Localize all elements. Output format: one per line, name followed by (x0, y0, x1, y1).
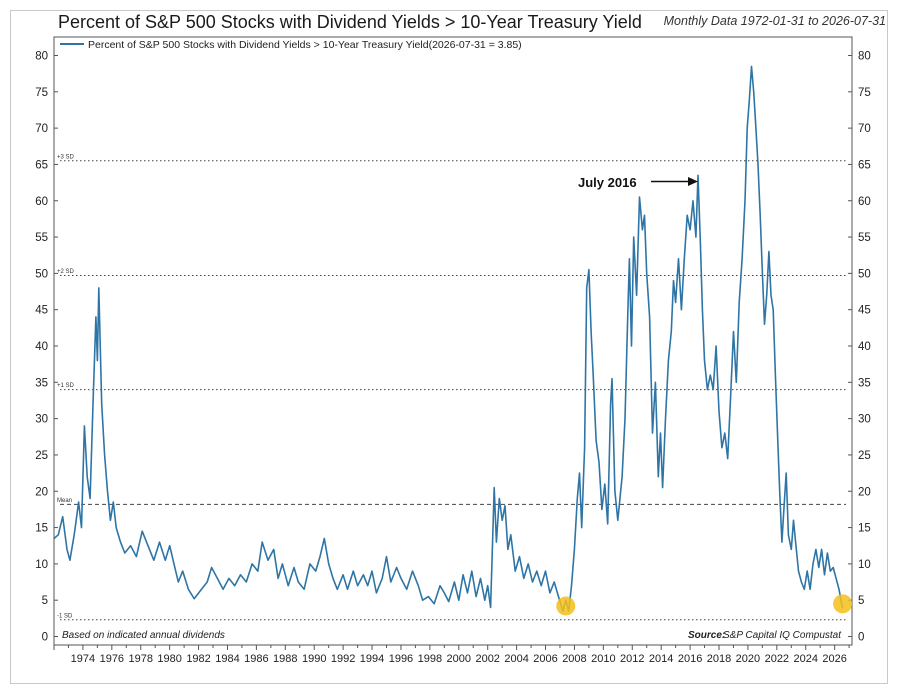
annotation-arrow-head (688, 177, 698, 186)
x-tick-label: 1980 (157, 653, 181, 665)
reference-line-label: Mean (57, 498, 72, 504)
highlight-marker-0 (556, 596, 576, 616)
right-y-tick-label: 30 (858, 414, 871, 426)
left-y-tick-label: 45 (35, 305, 48, 317)
chart-frame (10, 10, 888, 684)
x-tick-label: 1978 (128, 653, 152, 665)
highlight-marker-1 (833, 594, 853, 614)
right-y-tick-label: 65 (858, 159, 871, 171)
x-tick-label: 1998 (418, 653, 442, 665)
x-tick-label: 2022 (765, 653, 789, 665)
x-tick-label: 1992 (331, 653, 355, 665)
x-tick-label: 2006 (533, 653, 557, 665)
reference-line-label: +1 SD (57, 383, 75, 389)
x-tick-label: 1990 (302, 653, 326, 665)
left-y-tick-label: 80 (35, 51, 48, 63)
x-tick-label: 1986 (244, 653, 268, 665)
footnote-source-label: Source: (688, 630, 725, 641)
x-tick-label: 1984 (215, 653, 239, 665)
chart-date-range: Monthly Data 1972-01-31 to 2026-07-31 (663, 14, 886, 28)
left-y-tick-label: 25 (35, 450, 48, 462)
x-tick-label: 2014 (649, 653, 673, 665)
legend: Percent of S&P 500 Stocks with Dividend … (60, 39, 522, 51)
x-tick-label: 1988 (273, 653, 297, 665)
annotation-label: July 2016 (578, 175, 637, 190)
left-y-tick-label: 30 (35, 414, 48, 426)
right-y-tick-label: 45 (858, 305, 871, 317)
x-tick-label: 1996 (389, 653, 413, 665)
right-y-tick-label: 35 (858, 377, 871, 389)
x-tick-label: 2010 (591, 653, 615, 665)
right-y-tick-label: 60 (858, 196, 871, 208)
left-y-tick-label: 50 (35, 268, 48, 280)
right-y-tick-label: 40 (858, 341, 871, 353)
x-tick-label: 2016 (678, 653, 702, 665)
x-tick-label: 1982 (186, 653, 210, 665)
right-y-tick-label: 15 (858, 523, 871, 535)
reference-lines: +3 SD +2 SD +1 SD Mean -1 SD (57, 154, 846, 621)
x-tick-label: 2026 (822, 653, 846, 665)
left-y-tick-label: 70 (35, 123, 48, 135)
left-y-tick-label: 40 (35, 341, 48, 353)
right-y-tick-label: 0 (858, 632, 864, 644)
footnote-basis: Based on indicated annual dividends (62, 630, 225, 641)
left-y-tick-label: 0 (42, 632, 48, 644)
annotation: July 2016 (578, 175, 698, 190)
x-tick-label: 2000 (447, 653, 471, 665)
plot-border (53, 36, 853, 646)
right-y-tick-label: 5 (858, 595, 864, 607)
x-tick-label: 1974 (71, 653, 95, 665)
left-y-tick-label: 55 (35, 232, 48, 244)
footnote-source: S&P Capital IQ Compustat (723, 630, 842, 641)
right-y-tick-label: 75 (858, 87, 871, 99)
series-group (53, 65, 844, 612)
right-y-axis: 0 5 10 15 20 25 30 35 40 45 50 55 60 65 70 75 80 (848, 51, 871, 644)
left-y-tick-label: 65 (35, 159, 48, 171)
x-tick-label: 1994 (360, 653, 384, 665)
right-y-tick-label: 25 (858, 450, 871, 462)
right-y-tick-label: 80 (858, 51, 871, 63)
highlight-markers (556, 594, 853, 616)
x-tick-label: 2024 (793, 653, 817, 665)
right-y-tick-label: 70 (858, 123, 871, 135)
x-tick-label: 2020 (736, 653, 760, 665)
x-tick-label: 2008 (562, 653, 586, 665)
left-y-axis: 0 5 10 15 20 25 30 35 40 45 50 55 60 65 70 75 80 (35, 51, 58, 644)
x-tick-label: 2004 (504, 653, 528, 665)
x-tick-label: 1976 (100, 653, 124, 665)
x-axis: 1974 1976 1978 1980 1982 1984 1986 1988 1990 1992… (53, 645, 850, 665)
reference-line-label: +3 SD (57, 154, 75, 160)
right-y-tick-label: 10 (858, 559, 871, 571)
right-y-tick-label: 55 (858, 232, 871, 244)
legend-label: Percent of S&P 500 Stocks with Dividend … (88, 39, 522, 51)
left-y-tick-label: 15 (35, 523, 48, 535)
right-y-tick-label: 20 (858, 486, 871, 498)
left-y-tick-label: 10 (35, 559, 48, 571)
x-tick-label: 2002 (475, 653, 499, 665)
left-y-tick-label: 60 (35, 196, 48, 208)
left-y-tick-label: 5 (42, 595, 48, 607)
left-y-tick-label: 75 (35, 87, 48, 99)
x-tick-label: 2018 (707, 653, 731, 665)
right-y-tick-label: 50 (858, 268, 871, 280)
reference-line-label: +2 SD (57, 269, 75, 275)
x-tick-label: 2012 (620, 653, 644, 665)
reference-line-label: -1 SD (57, 613, 73, 619)
chart-title: Percent of S&P 500 Stocks with Dividend … (58, 12, 642, 32)
left-y-tick-label: 20 (35, 486, 48, 498)
series-line-0 (53, 65, 844, 612)
left-y-tick-label: 35 (35, 377, 48, 389)
